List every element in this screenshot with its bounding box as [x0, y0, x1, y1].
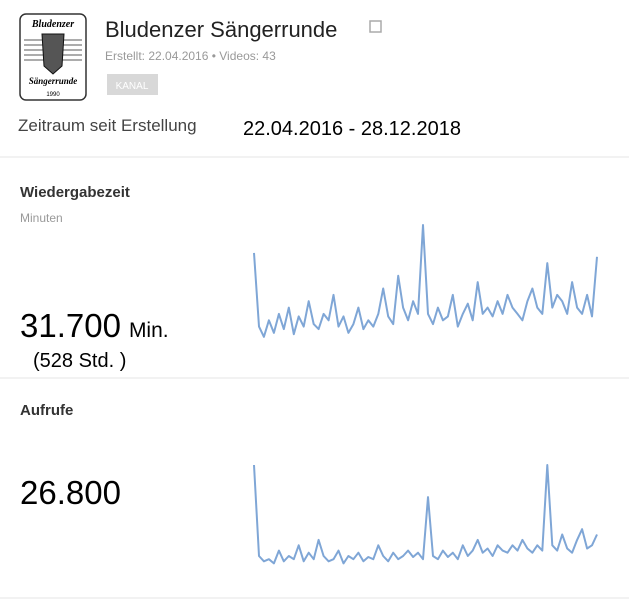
total-unit: Min. [129, 319, 169, 342]
card-total: 26.800 [20, 474, 121, 511]
external-icon[interactable] [369, 20, 382, 33]
badge: KANAL [116, 81, 149, 92]
card-title: Aufrufe [20, 402, 73, 419]
card-title: Wiedergabezeit [20, 184, 130, 201]
sparkline [253, 464, 598, 565]
logo-crest [41, 33, 65, 75]
period-range: 22.04.2016 - 28.12.2018 [243, 118, 461, 140]
card-total: 31.700 Min. [20, 307, 169, 344]
logo-year: 1990 [46, 92, 60, 98]
logo: Bludenzer Sängerrunde 1990 [19, 13, 87, 101]
sparkline [253, 224, 598, 338]
total-value: 31.700 [20, 307, 121, 344]
card-subtitle: Minuten [20, 211, 63, 225]
logo-top: Bludenzer [31, 19, 74, 30]
period-label: Zeitraum seit Erstellung [18, 116, 197, 135]
card-note: (528 Std. ) [33, 350, 126, 372]
logo-bottom: Sängerrunde [29, 76, 78, 86]
channel-title[interactable]: Bludenzer Sängerrunde [105, 17, 337, 42]
channel-meta: Erstellt: 22.04.2016 • Videos: 43 [105, 49, 276, 63]
badge-bg [107, 74, 158, 95]
